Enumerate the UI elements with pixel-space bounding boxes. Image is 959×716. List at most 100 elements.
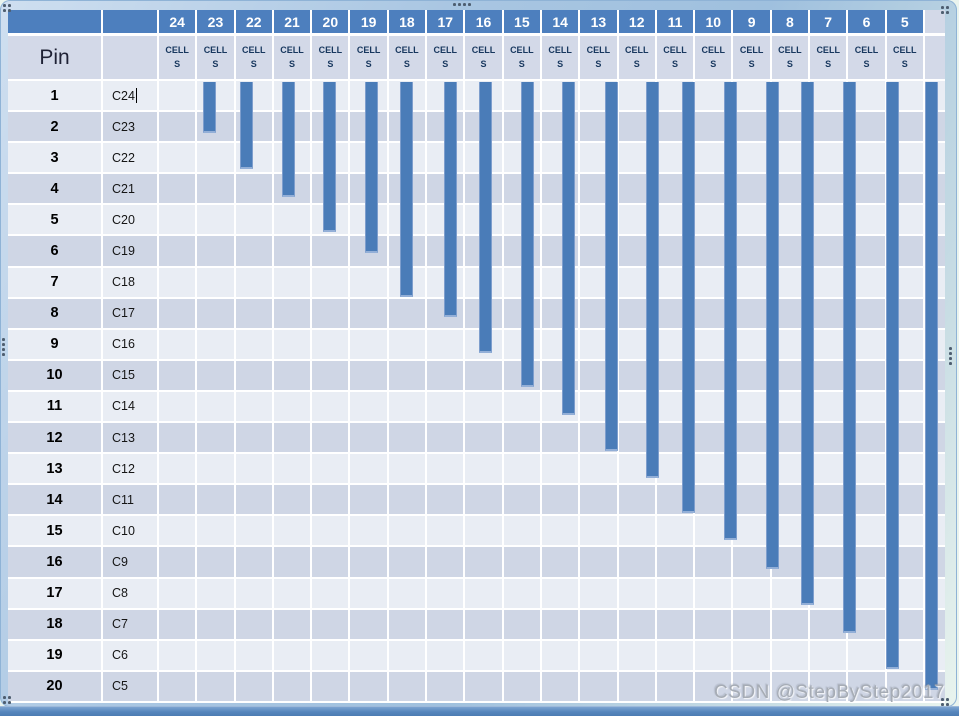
data-cell[interactable] <box>656 640 696 670</box>
column-header-14[interactable]: 14 <box>541 10 581 33</box>
data-cell[interactable] <box>312 329 351 359</box>
data-cell[interactable] <box>312 640 351 670</box>
subheader-cells-23[interactable]: CELLS <box>197 36 236 79</box>
data-cell[interactable] <box>312 609 351 639</box>
data-cell[interactable] <box>350 516 389 546</box>
cell-label-C5[interactable]: C5 <box>103 671 159 701</box>
data-cell[interactable] <box>695 671 734 701</box>
data-cell[interactable] <box>427 454 466 484</box>
data-cell[interactable] <box>656 578 696 608</box>
data-cell[interactable] <box>350 360 389 390</box>
column-header-24[interactable]: 24 <box>159 10 198 33</box>
data-cell[interactable] <box>273 516 313 546</box>
data-cell[interactable] <box>465 454 504 484</box>
data-cell[interactable] <box>810 516 849 546</box>
data-cell[interactable] <box>541 640 581 670</box>
data-cell[interactable] <box>388 640 428 670</box>
data-cell[interactable] <box>427 391 466 422</box>
data-cell[interactable] <box>350 267 389 297</box>
data-cell[interactable] <box>541 485 581 515</box>
data-cell[interactable] <box>197 454 236 484</box>
data-cell[interactable] <box>580 516 619 546</box>
data-cell[interactable] <box>427 485 466 515</box>
chart-bar-8[interactable] <box>478 82 492 353</box>
data-cell[interactable] <box>733 578 772 608</box>
data-cell[interactable] <box>197 143 236 173</box>
data-cell[interactable] <box>273 267 313 297</box>
data-cell[interactable] <box>388 360 428 390</box>
subheader-cells-9[interactable]: CELLS <box>733 36 772 79</box>
data-cell[interactable] <box>427 329 466 359</box>
data-cell[interactable] <box>312 267 351 297</box>
subheader-cells-10[interactable]: CELLS <box>695 36 734 79</box>
subheader-cells-21[interactable]: CELLS <box>273 36 313 79</box>
column-header-23[interactable]: 23 <box>197 10 236 33</box>
subheader-cells-14[interactable]: CELLS <box>541 36 581 79</box>
data-cell[interactable] <box>273 236 313 266</box>
pin-cell[interactable]: 10 <box>8 360 103 390</box>
data-cell[interactable] <box>197 578 236 608</box>
cell-label-C12[interactable]: C12 <box>103 454 159 484</box>
data-cell[interactable] <box>350 547 389 577</box>
header-blank-pin[interactable] <box>8 10 103 33</box>
data-cell[interactable] <box>771 609 811 639</box>
data-cell[interactable] <box>235 609 274 639</box>
data-cell[interactable] <box>388 423 428 453</box>
chart-bar-3[interactable] <box>281 82 295 197</box>
data-cell[interactable] <box>388 298 428 328</box>
data-cell[interactable] <box>580 485 619 515</box>
pin-cell[interactable]: 6 <box>8 236 103 266</box>
data-cell[interactable] <box>312 671 351 701</box>
data-cell[interactable] <box>235 454 274 484</box>
subheader-cells-20[interactable]: CELLS <box>312 36 351 79</box>
data-cell[interactable] <box>312 547 351 577</box>
data-cell[interactable] <box>503 391 542 422</box>
column-header-21[interactable]: 21 <box>273 10 313 33</box>
data-cell[interactable] <box>312 236 351 266</box>
data-cell[interactable] <box>618 547 657 577</box>
resize-handle-bottom-right[interactable] <box>941 698 949 706</box>
data-cell[interactable] <box>350 329 389 359</box>
data-cell[interactable] <box>159 609 198 639</box>
data-cell[interactable] <box>235 360 274 390</box>
data-cell[interactable] <box>235 174 274 204</box>
subheader-cells-13[interactable]: CELLS <box>580 36 619 79</box>
data-cell[interactable] <box>159 174 198 204</box>
cell-label-C18[interactable]: C18 <box>103 267 159 297</box>
pin-cell[interactable]: 8 <box>8 298 103 328</box>
chart-bar-4[interactable] <box>322 82 336 232</box>
data-cell[interactable] <box>273 640 313 670</box>
resize-handle-top-right[interactable] <box>941 6 949 14</box>
chart-bar-9[interactable] <box>520 82 534 387</box>
data-cell[interactable] <box>159 143 198 173</box>
pin-cell[interactable]: 7 <box>8 267 103 297</box>
data-cell[interactable] <box>810 609 849 639</box>
data-cell[interactable] <box>388 578 428 608</box>
data-cell[interactable] <box>159 391 198 422</box>
chart-bar-1[interactable] <box>202 82 216 133</box>
pin-cell[interactable]: 20 <box>8 671 103 701</box>
cell-label-C13[interactable]: C13 <box>103 423 159 453</box>
chart-bar-12[interactable] <box>645 82 659 478</box>
data-cell[interactable] <box>656 609 696 639</box>
column-header-18[interactable]: 18 <box>388 10 428 33</box>
subheader-cells-18[interactable]: CELLS <box>388 36 428 79</box>
data-cell[interactable] <box>197 205 236 235</box>
pin-cell[interactable]: 4 <box>8 174 103 204</box>
data-cell[interactable] <box>810 640 849 670</box>
pin-cell[interactable]: 5 <box>8 205 103 235</box>
data-cell[interactable] <box>388 671 428 701</box>
pin-cell[interactable]: 3 <box>8 143 103 173</box>
subheader-cells-8[interactable]: CELLS <box>771 36 811 79</box>
column-header-9[interactable]: 9 <box>733 10 772 33</box>
data-cell[interactable] <box>427 423 466 453</box>
data-cell[interactable] <box>159 640 198 670</box>
data-cell[interactable] <box>350 423 389 453</box>
data-cell[interactable] <box>273 329 313 359</box>
cell-label-C6[interactable]: C6 <box>103 640 159 670</box>
pin-cell[interactable]: 14 <box>8 485 103 515</box>
pin-corner-header[interactable]: Pin <box>8 36 103 79</box>
data-cell[interactable] <box>503 423 542 453</box>
data-cell[interactable] <box>427 640 466 670</box>
data-cell[interactable] <box>350 298 389 328</box>
